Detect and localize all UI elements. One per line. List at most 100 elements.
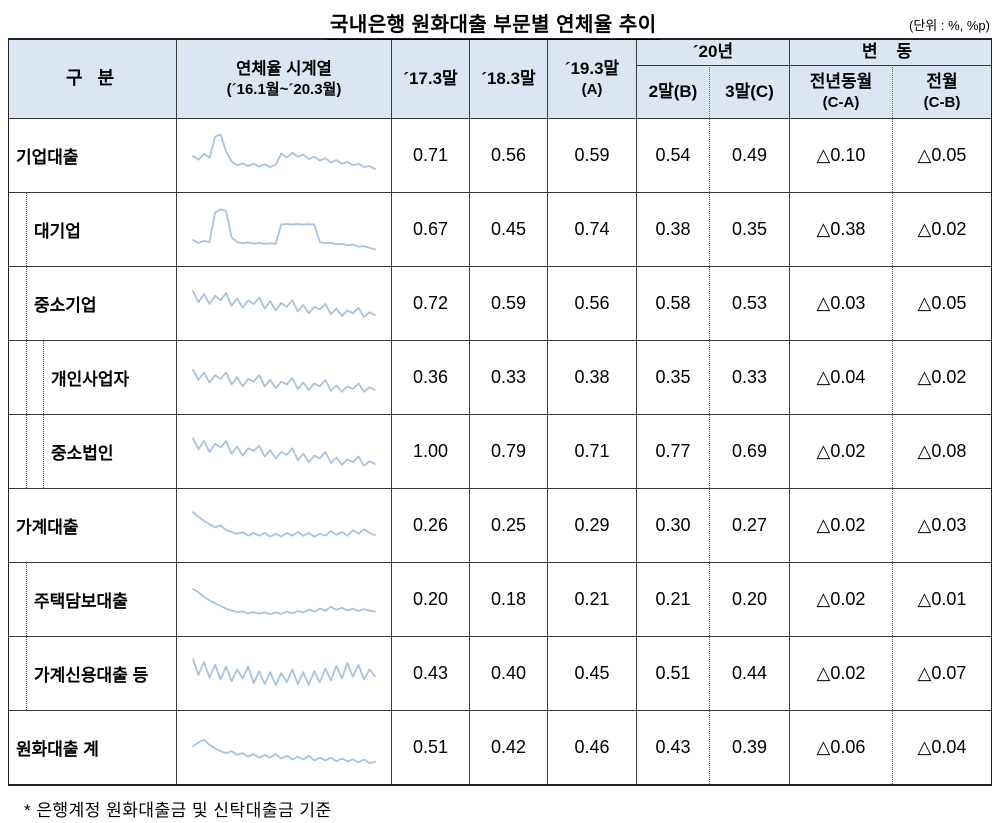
value-feb20: 0.21 [636,562,709,636]
col-header-mar18-label: ´18.3말 [481,68,536,88]
value-change-mom: △0.07 [892,636,991,710]
hierarchy-guide-icon [43,415,44,488]
row-label: 가계대출 [16,518,79,537]
row-label-cell: 원화대출 계 [9,710,176,784]
value-feb20: 0.51 [636,636,709,710]
value-mar17: 0.71 [391,118,469,192]
value-mar17: 0.67 [391,192,469,266]
row-label-cell: 가계대출 [9,488,176,562]
sparkline-path [192,289,376,318]
value-change-yoy: △0.02 [789,562,892,636]
value-mar20: 0.27 [709,488,789,562]
value-mar19: 0.21 [547,562,636,636]
value-mar19: 0.74 [547,192,636,266]
col-header-change-yoy-sub: (C-A) [822,94,860,112]
row-label-cell: 대기업 [9,192,176,266]
value-feb20: 0.35 [636,340,709,414]
row-label: 대기업 [34,222,81,241]
col-header-mar20: 3말(C) [709,65,789,118]
row-label: 원화대출 계 [16,740,99,759]
sparkline-chart [192,207,376,250]
sparkline-path [192,657,376,686]
hierarchy-guide-icon [26,637,27,710]
sparkline-cell [176,192,391,266]
sparkline-chart [192,510,376,537]
sparkline-chart [192,368,376,393]
sparkline-chart [192,587,376,615]
col-header-change-yoy: 전년동월 (C-A) [789,65,892,118]
hierarchy-guide-icon [26,563,27,636]
value-change-yoy: △0.02 [789,636,892,710]
value-feb20: 0.38 [636,192,709,266]
value-change-yoy: △0.02 [789,488,892,562]
row-label-cell: 가계신용대출 등 [9,636,176,710]
sparkline-chart [192,657,376,686]
sparkline-chart [192,133,376,170]
sparkline-cell [176,414,391,488]
col-header-mar20-label: 3말(C) [725,81,774,101]
row-label-cell: 개인사업자 [9,340,176,414]
value-mar20: 0.49 [709,118,789,192]
value-change-yoy: △0.04 [789,340,892,414]
sparkline-cell [176,710,391,784]
value-change-mom: △0.03 [892,488,991,562]
row-label-cell: 주택담보대출 [9,562,176,636]
sparkline-path [192,436,376,467]
value-mar20: 0.69 [709,414,789,488]
value-mar19: 0.59 [547,118,636,192]
delinquency-table: 구 분 연체율 시계열 (´16.1월~´20.3월) ´17.3말 ´18.3… [8,38,992,786]
value-feb20: 0.77 [636,414,709,488]
sparkline-path [192,510,376,537]
value-mar19: 0.45 [547,636,636,710]
value-mar17: 0.51 [391,710,469,784]
value-change-mom: △0.04 [892,710,991,784]
col-header-mar19-label: ´19.3말 [564,59,620,79]
value-mar17: 0.36 [391,340,469,414]
col-header-year20-label: ´20년 [692,42,734,62]
value-mar17: 0.72 [391,266,469,340]
col-header-year20: ´20년 [636,40,789,65]
value-mar20: 0.33 [709,340,789,414]
col-header-timeseries-range: (´16.1월~´20.3월) [226,80,342,98]
value-mar18: 0.56 [469,118,547,192]
col-header-change-label: 변 동 [861,42,919,62]
value-feb20: 0.58 [636,266,709,340]
col-header-category-label: 구 분 [65,68,120,89]
value-change-yoy: △0.06 [789,710,892,784]
value-change-mom: △0.05 [892,266,991,340]
hierarchy-guide-icon [43,341,44,414]
row-label: 중소법인 [51,444,114,463]
value-mar18: 0.33 [469,340,547,414]
value-mar18: 0.40 [469,636,547,710]
sparkline-path [192,207,376,250]
col-header-change-mom-sub: (C-B) [923,94,961,112]
sparkline-chart [192,738,376,764]
sparkline-path [192,587,376,615]
value-mar19: 0.46 [547,710,636,784]
value-mar19: 0.71 [547,414,636,488]
value-change-mom: △0.02 [892,192,991,266]
col-header-mar18: ´18.3말 [469,40,547,118]
col-header-timeseries-label: 연체율 시계열 [236,59,332,78]
hierarchy-guide-icon [26,341,27,414]
row-label: 중소기업 [34,296,97,315]
col-header-feb20-label: 2말(B) [648,81,698,101]
value-change-mom: △0.01 [892,562,991,636]
value-mar19: 0.29 [547,488,636,562]
value-mar18: 0.79 [469,414,547,488]
sparkline-path [192,133,376,170]
value-mar17: 0.43 [391,636,469,710]
col-header-mar17-label: ´17.3말 [403,68,458,88]
sparkline-cell [176,562,391,636]
page-title: 국내은행 원화대출 부문별 연체율 추이 [327,8,660,40]
value-mar18: 0.42 [469,710,547,784]
col-header-category: 구 분 [9,40,176,118]
sparkline-cell [176,266,391,340]
value-mar17: 1.00 [391,414,469,488]
value-feb20: 0.43 [636,710,709,784]
value-change-yoy: △0.03 [789,266,892,340]
sparkline-cell [176,340,391,414]
sparkline-cell [176,488,391,562]
value-mar18: 0.25 [469,488,547,562]
